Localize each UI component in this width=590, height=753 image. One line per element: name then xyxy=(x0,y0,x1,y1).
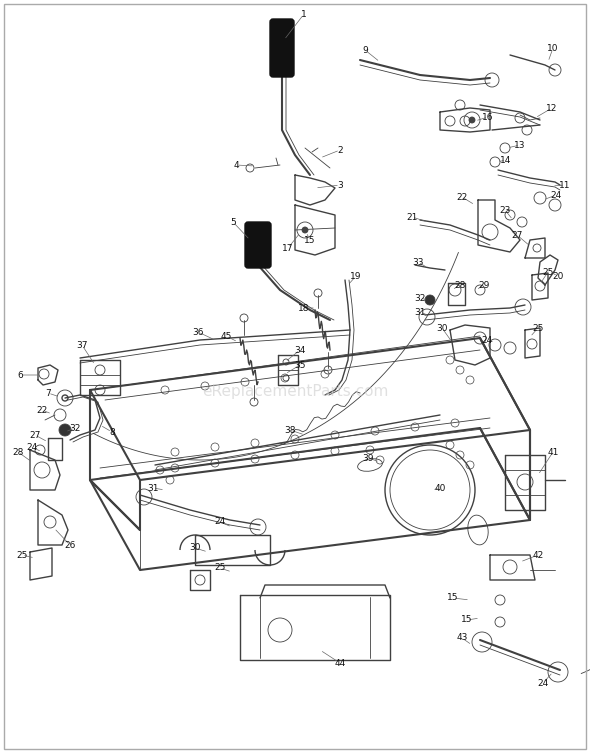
Text: 34: 34 xyxy=(294,346,306,355)
Text: 20: 20 xyxy=(552,272,563,281)
Text: 45: 45 xyxy=(220,331,232,340)
Text: 24: 24 xyxy=(214,517,225,526)
Text: 40: 40 xyxy=(434,483,445,492)
Text: 42: 42 xyxy=(532,550,543,559)
Circle shape xyxy=(469,117,475,123)
Text: 44: 44 xyxy=(335,659,346,667)
Text: 25: 25 xyxy=(214,563,226,572)
Text: 31: 31 xyxy=(148,483,159,492)
Text: 2: 2 xyxy=(337,145,343,154)
Text: 4: 4 xyxy=(233,160,239,169)
Text: 12: 12 xyxy=(546,103,558,112)
Text: 27: 27 xyxy=(512,230,523,239)
Text: 1: 1 xyxy=(301,10,307,19)
Text: 39: 39 xyxy=(362,453,373,462)
Text: 24: 24 xyxy=(550,191,562,200)
Text: 43: 43 xyxy=(456,633,468,642)
Text: 3: 3 xyxy=(337,181,343,190)
Text: 28: 28 xyxy=(12,447,24,456)
Text: 15: 15 xyxy=(304,236,316,245)
Text: 30: 30 xyxy=(189,544,201,553)
Text: 32: 32 xyxy=(69,423,81,432)
Text: 32: 32 xyxy=(414,294,426,303)
Text: 23: 23 xyxy=(499,206,511,215)
Text: 22: 22 xyxy=(37,406,48,414)
Text: 27: 27 xyxy=(30,431,41,440)
Text: 13: 13 xyxy=(514,141,526,150)
Text: 18: 18 xyxy=(299,303,310,312)
Text: 26: 26 xyxy=(64,541,76,550)
Text: 25: 25 xyxy=(532,324,544,333)
Circle shape xyxy=(425,295,435,305)
Text: 24: 24 xyxy=(537,678,549,687)
FancyBboxPatch shape xyxy=(245,222,271,268)
Text: 9: 9 xyxy=(362,45,368,54)
Text: 28: 28 xyxy=(454,281,466,289)
Text: 17: 17 xyxy=(282,243,294,252)
Text: 31: 31 xyxy=(414,307,426,316)
Text: 36: 36 xyxy=(192,328,204,337)
Text: 10: 10 xyxy=(548,44,559,53)
Circle shape xyxy=(302,227,308,233)
Text: 22: 22 xyxy=(457,193,468,202)
Text: 25: 25 xyxy=(17,550,28,559)
Text: 7: 7 xyxy=(45,389,51,398)
Text: 21: 21 xyxy=(407,212,418,221)
Text: 11: 11 xyxy=(559,181,571,190)
Text: 33: 33 xyxy=(412,258,424,267)
Text: 24: 24 xyxy=(27,443,38,452)
FancyBboxPatch shape xyxy=(270,19,294,77)
Text: 29: 29 xyxy=(478,281,490,289)
Text: eReplacementParts.com: eReplacementParts.com xyxy=(202,384,388,399)
Text: 5: 5 xyxy=(230,218,236,227)
Text: 14: 14 xyxy=(500,156,512,164)
Text: 25: 25 xyxy=(542,267,553,276)
Text: 24: 24 xyxy=(481,336,493,345)
Text: 30: 30 xyxy=(436,324,448,333)
Text: 15: 15 xyxy=(461,615,473,624)
Text: 37: 37 xyxy=(76,340,88,349)
Text: 15: 15 xyxy=(447,593,459,602)
Circle shape xyxy=(59,424,71,436)
Text: 38: 38 xyxy=(284,425,296,434)
Text: 16: 16 xyxy=(482,112,494,121)
Circle shape xyxy=(62,395,68,401)
Text: 19: 19 xyxy=(350,272,362,281)
Text: 41: 41 xyxy=(548,447,559,456)
Text: 35: 35 xyxy=(294,361,306,370)
Text: 6: 6 xyxy=(17,370,23,380)
Text: 8: 8 xyxy=(109,428,115,437)
